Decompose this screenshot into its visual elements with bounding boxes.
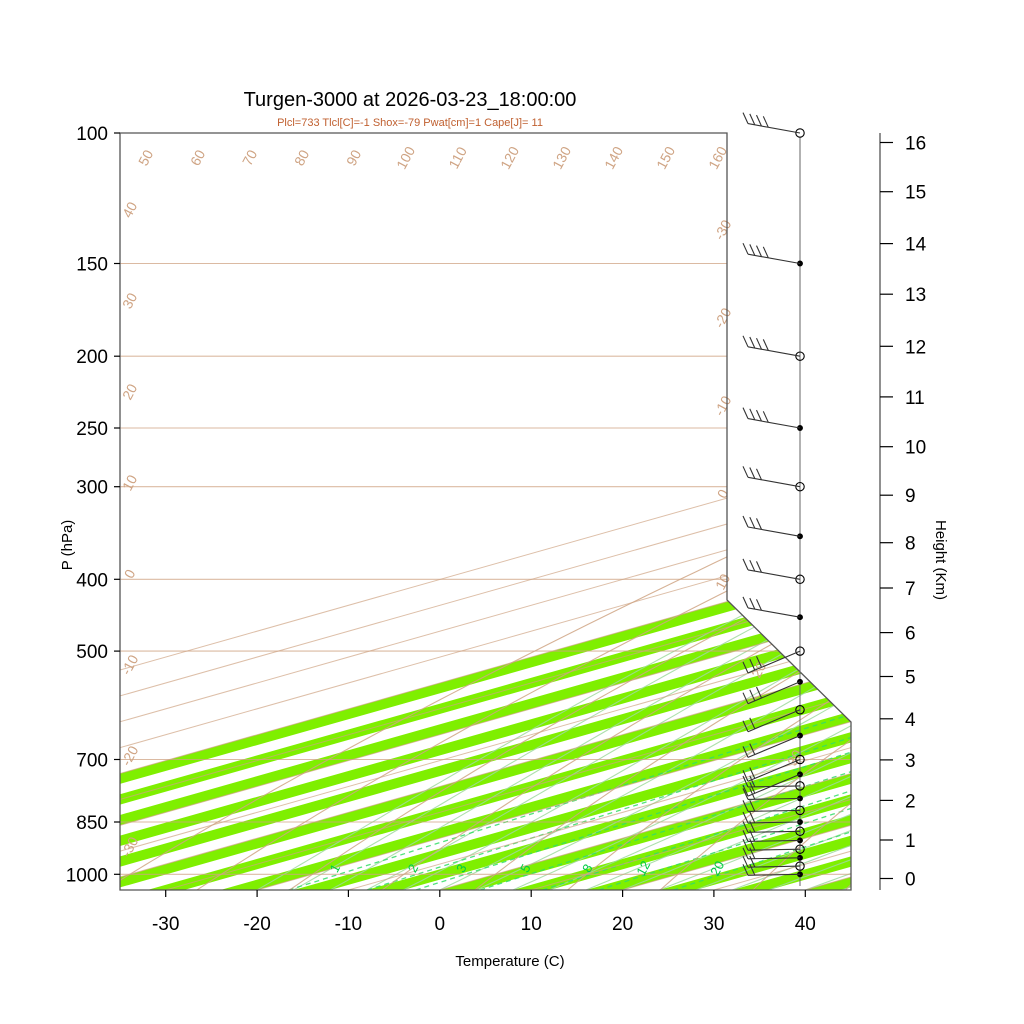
dry-adiabat-label-left: 20 xyxy=(119,381,141,402)
dry-adiabat-label-right: 20 xyxy=(748,659,770,680)
pressure-tick-label: 400 xyxy=(76,570,108,591)
chart-title: Turgen-3000 at 2026-03-23_18:00:00 xyxy=(244,89,577,111)
wind-level-marker xyxy=(795,351,805,361)
pressure-tick-label: 150 xyxy=(76,255,108,276)
temperature-tick-label: 10 xyxy=(521,914,542,935)
wind-level-marker xyxy=(795,646,805,656)
chart-subtitle: Plcl=733 Tlcl[C]=-1 Shox=-79 Pwat[cm]=1 … xyxy=(277,117,543,129)
pressure-tick-label: 300 xyxy=(76,478,108,499)
dry-adiabat-label-right: 10 xyxy=(712,571,734,592)
wind-level-marker xyxy=(795,754,805,765)
height-axis-title: Height (Km) xyxy=(932,520,949,600)
temperature-tick-label: 40 xyxy=(795,914,816,935)
temperature-tick-label: -30 xyxy=(152,914,179,935)
height-tick-label: 2 xyxy=(905,791,916,812)
dry-adiabat-label-top: 90 xyxy=(343,147,365,168)
dry-adiabat-label-left: 40 xyxy=(119,199,141,220)
height-tick-label: 6 xyxy=(905,624,916,645)
temperature-tick-label: 30 xyxy=(703,914,724,935)
wind-level-marker xyxy=(795,128,805,138)
wind-level-marker xyxy=(795,574,805,585)
temperature-tick-label: -20 xyxy=(243,914,270,935)
height-tick-label: 9 xyxy=(905,486,916,507)
pressure-tick-label: 850 xyxy=(76,813,108,834)
temperature-tick-label: 0 xyxy=(435,914,446,935)
height-tick-label: 13 xyxy=(905,285,926,306)
pressure-tick-label: 500 xyxy=(76,642,108,663)
dry-adiabat-label-left: 10 xyxy=(119,472,141,493)
wind-level-marker xyxy=(795,705,805,715)
height-tick-label: 0 xyxy=(905,870,916,891)
pressure-tick-label: 1000 xyxy=(66,865,108,886)
pressure-axis-title: P (hPa) xyxy=(59,520,76,571)
temperature-tick-label: 20 xyxy=(612,914,633,935)
height-tick-label: 4 xyxy=(905,710,916,731)
height-tick-label: 11 xyxy=(905,388,925,409)
mixing-ratio-label: 12 xyxy=(633,858,653,878)
height-tick-label: 12 xyxy=(905,337,926,358)
dry-adiabat-label-top: 70 xyxy=(239,147,261,168)
wind-level-marker xyxy=(795,481,805,492)
pressure-axis: 100 150 200 250 300 400 500 700 850 1000 xyxy=(66,124,120,886)
plot-frame xyxy=(119,132,852,891)
pressure-tick-label: 700 xyxy=(76,751,108,772)
mixing-ratio-label: 20 xyxy=(707,858,727,878)
height-tick-label: 15 xyxy=(905,183,926,204)
temperature-axis: -30 -20 -10 0 10 20 30 40 xyxy=(152,890,816,935)
pressure-tick-label: 100 xyxy=(76,124,108,145)
pressure-tick-label: 200 xyxy=(76,347,108,368)
height-tick-label: 3 xyxy=(905,751,916,772)
height-tick-label: 14 xyxy=(905,235,927,256)
dry-adiabat-label-top: 60 xyxy=(187,147,209,168)
height-tick-label: 7 xyxy=(905,579,916,600)
height-tick-label: 10 xyxy=(905,438,926,459)
height-tick-label: 16 xyxy=(905,134,926,155)
height-tick-label: 8 xyxy=(905,534,916,555)
pressure-tick-label: 250 xyxy=(76,419,108,440)
wind-barb-column xyxy=(742,112,805,886)
temperature-tick-label: -10 xyxy=(335,914,362,935)
dry-adiabat-label-top: 80 xyxy=(291,147,313,168)
wind-level-marker xyxy=(797,771,803,778)
wind-level-marker xyxy=(797,678,803,685)
dry-adiabat-label-left: 30 xyxy=(119,290,141,311)
mixing-ratio-lines xyxy=(288,486,851,890)
height-tick-label: 1 xyxy=(905,831,916,852)
height-tick-label: 5 xyxy=(905,668,916,689)
dry-adiabat-label-top: 50 xyxy=(135,147,157,168)
temperature-axis-title: Temperature (C) xyxy=(455,953,564,970)
